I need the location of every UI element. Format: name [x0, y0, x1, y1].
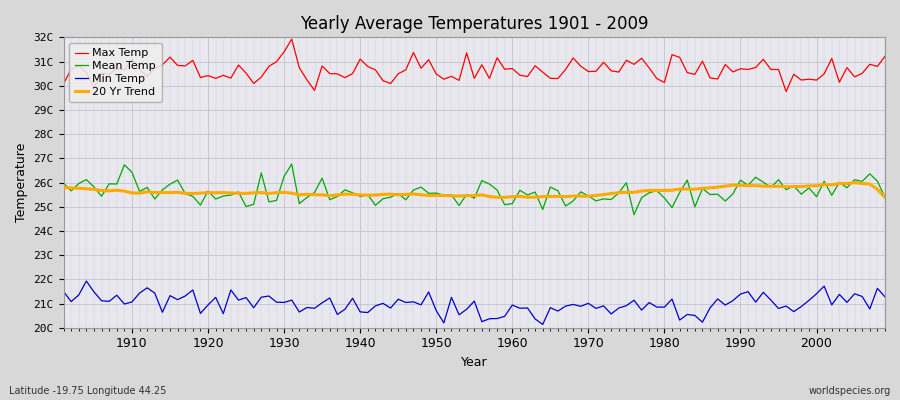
Mean Temp	[628, 212, 639, 217]
Max Temp	[606, 68, 616, 73]
Max Temp	[294, 65, 305, 70]
Line: 20 Yr Trend: 20 Yr Trend	[64, 183, 885, 197]
Min Temp	[58, 289, 69, 294]
20 Yr Trend	[286, 191, 297, 196]
Line: Mean Temp: Mean Temp	[64, 164, 885, 215]
Min Temp	[127, 300, 138, 304]
Min Temp	[339, 307, 350, 312]
Mean Temp	[879, 195, 890, 200]
Mean Temp	[606, 197, 616, 202]
Max Temp	[515, 73, 526, 78]
20 Yr Trend	[332, 192, 343, 197]
Max Temp	[507, 66, 517, 71]
Text: Latitude -19.75 Longitude 44.25: Latitude -19.75 Longitude 44.25	[9, 386, 166, 396]
20 Yr Trend	[119, 189, 130, 194]
Mean Temp	[507, 201, 517, 206]
X-axis label: Year: Year	[461, 356, 488, 369]
Min Temp	[507, 303, 517, 308]
Mean Temp	[339, 188, 350, 192]
Min Temp	[515, 306, 526, 311]
Max Temp	[58, 81, 69, 86]
Text: worldspecies.org: worldspecies.org	[809, 386, 891, 396]
Title: Yearly Average Temperatures 1901 - 2009: Yearly Average Temperatures 1901 - 2009	[300, 15, 649, 33]
20 Yr Trend	[606, 191, 616, 196]
20 Yr Trend	[515, 194, 526, 199]
Min Temp	[614, 306, 625, 310]
Mean Temp	[119, 162, 130, 167]
Max Temp	[879, 54, 890, 59]
Min Temp	[81, 279, 92, 284]
Line: Min Temp: Min Temp	[64, 281, 885, 324]
Legend: Max Temp, Mean Temp, Min Temp, 20 Yr Trend: Max Temp, Mean Temp, Min Temp, 20 Yr Tre…	[69, 43, 162, 102]
20 Yr Trend	[507, 194, 517, 199]
20 Yr Trend	[58, 185, 69, 190]
Max Temp	[780, 89, 791, 94]
Min Temp	[537, 322, 548, 327]
20 Yr Trend	[500, 195, 510, 200]
Min Temp	[294, 310, 305, 314]
Mean Temp	[286, 162, 297, 166]
Max Temp	[119, 68, 130, 72]
Mean Temp	[58, 181, 69, 186]
Min Temp	[879, 294, 890, 299]
Mean Temp	[294, 201, 305, 206]
20 Yr Trend	[879, 195, 890, 200]
Mean Temp	[515, 188, 526, 193]
Y-axis label: Temperature: Temperature	[15, 143, 28, 222]
Max Temp	[286, 37, 297, 42]
Max Temp	[339, 75, 350, 80]
Line: Max Temp: Max Temp	[64, 39, 885, 92]
20 Yr Trend	[850, 180, 860, 185]
